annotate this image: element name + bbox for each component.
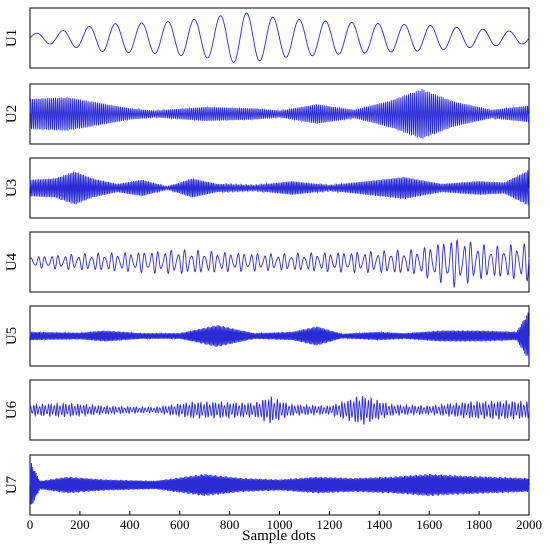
panel-label-u6: U6: [4, 400, 20, 419]
panel-label-u2: U2: [4, 105, 20, 123]
panel-label-u3: U3: [4, 179, 20, 197]
series-line-u7: [29, 461, 530, 505]
panel-u2: U2: [4, 83, 530, 145]
panel-u3: U3: [4, 157, 530, 219]
panel-u5: U5: [4, 305, 530, 367]
series-line-u2: [29, 89, 530, 139]
x-tick-label: 200: [70, 517, 90, 532]
series-line-u3: [29, 170, 530, 206]
panel-label-u4: U4: [4, 252, 20, 271]
series-line-u1: [29, 12, 530, 63]
x-tick-label: 2000: [516, 517, 542, 532]
x-axis-label: Sample dots: [242, 528, 316, 544]
x-tick-label: 1600: [416, 517, 442, 532]
x-tick-label: 600: [170, 517, 190, 532]
x-axis: 0 200 400 600 800 1000 1200 1400 1600 1800 2000: [27, 511, 542, 532]
series-line-u5: [29, 312, 530, 360]
x-tick-label: 1800: [466, 517, 492, 532]
x-tick-label: 1400: [366, 517, 392, 532]
panel-label-u7: U7: [4, 475, 20, 494]
panel-u6: U6: [4, 379, 530, 441]
x-tick-label: 1000: [267, 517, 293, 532]
x-tick-label: 0: [27, 517, 34, 532]
series-line-u6: [29, 395, 530, 425]
panel-label-u1: U1: [4, 29, 20, 47]
x-tick-label: 800: [220, 517, 240, 532]
panel-label-u5: U5: [4, 327, 20, 345]
panel-u1: U1: [4, 7, 530, 69]
x-tick-label: 1200: [316, 517, 342, 532]
panel-u4: U4: [4, 231, 530, 293]
panels-group: U1 U2 U3 U4 U5 U6 U7: [4, 7, 530, 516]
x-tick-label: 400: [120, 517, 140, 532]
panel-u7: U7: [4, 454, 530, 516]
series-line-u4: [29, 238, 530, 289]
